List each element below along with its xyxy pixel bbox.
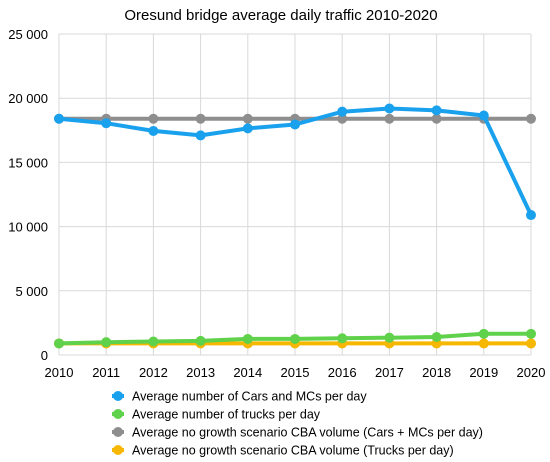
legend: Average number of Cars and MCs per day Av… <box>112 390 483 458</box>
x-tick-label: 2020 <box>517 365 546 380</box>
legend-item: Average no growth scenario CBA volume (T… <box>112 444 454 458</box>
data-point <box>526 328 536 339</box>
data-point <box>384 103 395 114</box>
data-point <box>195 130 206 141</box>
data-point <box>148 113 159 124</box>
x-tick-label: 2017 <box>375 365 404 380</box>
data-point <box>337 333 348 344</box>
y-tick-label: 5 000 <box>15 284 48 299</box>
legend-marker <box>113 409 123 419</box>
legend-item: Average no growth scenario CBA volume (C… <box>112 426 483 440</box>
x-tick-label: 2018 <box>422 365 451 380</box>
x-tick-label: 2012 <box>139 365 168 380</box>
data-point <box>195 335 206 346</box>
x-tick-label: 2010 <box>45 365 74 380</box>
y-tick-label: 0 <box>41 348 48 363</box>
data-point <box>526 338 536 349</box>
data-point <box>148 336 159 347</box>
y-axis-tick-labels: 0 5 000 10 000 15 000 20 000 25 000 <box>8 27 48 363</box>
legend-label: Average no growth scenario CBA volume (C… <box>132 426 483 440</box>
data-point <box>478 328 489 339</box>
legend-label: Average no growth scenario CBA volume (T… <box>132 444 454 458</box>
legend-marker <box>113 445 123 455</box>
x-tick-label: 2015 <box>281 365 310 380</box>
legend-label: Average number of trucks per day <box>132 408 321 422</box>
data-point <box>242 333 253 344</box>
y-tick-label: 10 000 <box>8 220 48 235</box>
y-tick-label: 20 000 <box>8 91 48 106</box>
data-point <box>54 338 64 349</box>
series-lines <box>54 103 536 349</box>
series-group <box>54 103 536 221</box>
legend-marker <box>113 391 123 401</box>
data-point <box>290 333 300 344</box>
legend-marker <box>113 427 123 437</box>
data-point <box>431 105 442 116</box>
data-point <box>195 113 206 124</box>
x-tick-label: 2011 <box>92 365 120 380</box>
x-tick-label: 2013 <box>186 365 215 380</box>
series-group <box>54 328 536 349</box>
data-point <box>384 113 395 124</box>
data-point <box>337 106 348 117</box>
gridlines <box>58 33 532 356</box>
data-point <box>242 113 253 124</box>
data-point <box>337 113 348 124</box>
data-point <box>54 113 64 124</box>
x-tick-label: 2019 <box>469 365 498 380</box>
legend-item: Average number of Cars and MCs per day <box>112 390 367 404</box>
data-point <box>242 123 253 134</box>
data-point <box>101 118 112 129</box>
data-point <box>431 332 442 343</box>
x-tick-label: 2016 <box>328 365 357 380</box>
data-point <box>526 113 536 124</box>
data-point <box>384 332 395 343</box>
data-point <box>478 110 489 121</box>
data-point <box>101 337 112 348</box>
x-tick-label: 2014 <box>233 365 262 380</box>
data-point <box>148 125 159 136</box>
data-point <box>478 338 489 349</box>
chart-title: Oresund bridge average daily traffic 201… <box>124 7 437 24</box>
y-tick-label: 25 000 <box>8 27 48 42</box>
x-axis-tick-labels: 2010 2011 2012 2013 2014 2015 2016 2017 2018 2019… <box>45 365 546 380</box>
legend-label: Average number of Cars and MCs per day <box>132 390 367 404</box>
data-point <box>431 113 442 124</box>
legend-item: Average number of trucks per day <box>112 408 321 422</box>
data-point <box>290 119 300 130</box>
data-point <box>526 210 536 221</box>
y-tick-label: 15 000 <box>8 155 48 170</box>
